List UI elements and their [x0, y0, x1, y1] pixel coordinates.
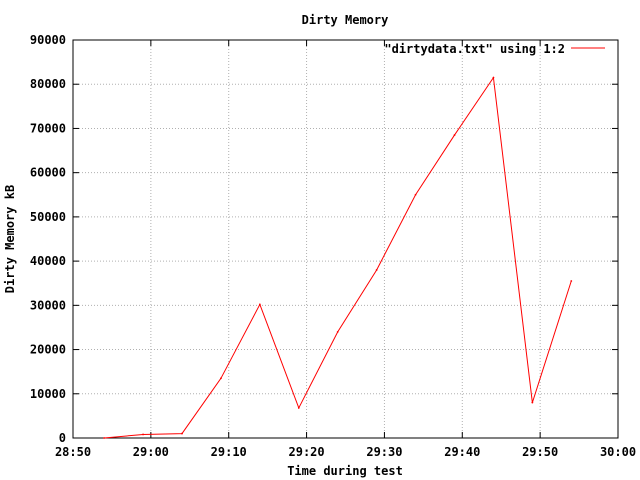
data-point — [297, 407, 300, 409]
data-point — [453, 134, 456, 136]
grid — [73, 40, 618, 438]
data-point — [258, 303, 261, 306]
y-tick-label: 70000 — [30, 121, 66, 135]
data-point — [336, 330, 339, 333]
y-tick-label: 10000 — [30, 387, 66, 401]
y-tick-label: 40000 — [30, 254, 66, 268]
legend: "dirtydata.txt" using 1:2 — [384, 42, 605, 56]
y-axis-label: Dirty Memory kB — [3, 185, 17, 293]
data-point — [414, 193, 417, 196]
data-point — [375, 269, 378, 271]
ticks: 28:50 29:00 29:10 29:20 29:30 29:40 29:50 30:00… — [30, 33, 636, 459]
x-tick-label: 29:10 — [211, 445, 247, 459]
chart-title: Dirty Memory — [302, 13, 389, 27]
y-tick-label: 90000 — [30, 33, 66, 47]
y-tick-label: 20000 — [30, 343, 66, 357]
data-point — [181, 432, 183, 435]
plot-frame — [72, 39, 619, 439]
y-tick-label: 60000 — [30, 166, 66, 180]
x-axis-label: Time during test — [287, 464, 403, 478]
axes — [72, 39, 619, 439]
x-tick-label: 29:40 — [444, 445, 480, 459]
series-line-0 — [104, 76, 572, 439]
series-group — [103, 76, 573, 439]
data-point — [531, 401, 534, 404]
x-tick-label: 30:00 — [600, 445, 636, 459]
data-point — [103, 437, 106, 439]
x-tick-label: 29:20 — [289, 445, 325, 459]
data-point — [570, 280, 573, 282]
x-tick-label: 29:30 — [366, 445, 402, 459]
data-point — [492, 76, 495, 79]
data-point — [220, 377, 222, 380]
x-tick-label: 29:50 — [522, 445, 558, 459]
y-tick-label: 50000 — [30, 210, 66, 224]
y-tick-label: 80000 — [30, 77, 66, 91]
y-tick-label: 30000 — [30, 298, 66, 312]
x-tick-label: 28:50 — [55, 445, 91, 459]
legend-label: "dirtydata.txt" using 1:2 — [384, 42, 565, 56]
y-tick-label: 0 — [59, 431, 66, 445]
data-point — [142, 433, 144, 436]
x-tick-label: 29:00 — [133, 445, 169, 459]
